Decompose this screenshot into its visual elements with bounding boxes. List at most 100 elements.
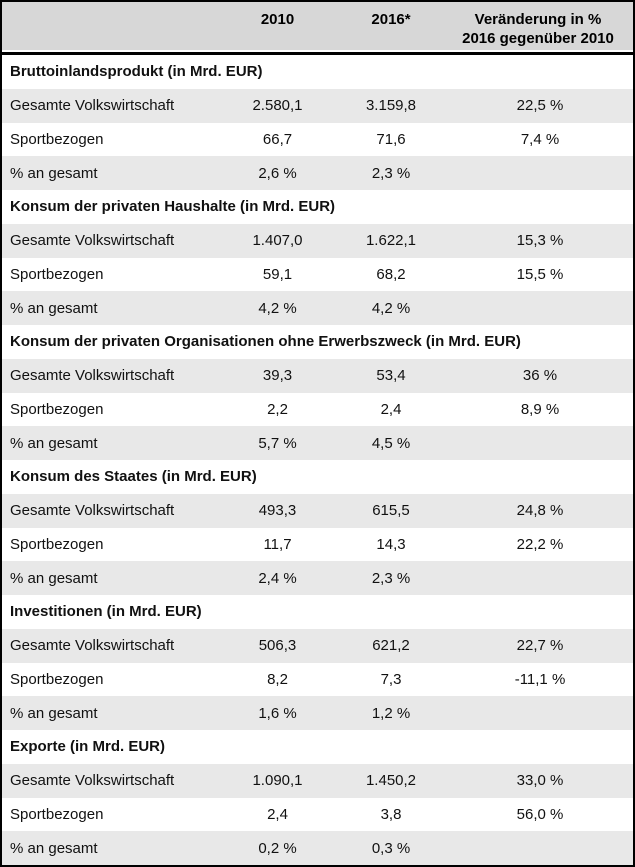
value-change: 33,0 % bbox=[516, 772, 564, 790]
section-header: Exporte (in Mrd. EUR) bbox=[2, 730, 633, 764]
table-body: Bruttoinlandsprodukt (in Mrd. EUR) Gesamt… bbox=[2, 55, 633, 865]
value-change: 56,0 % bbox=[516, 805, 564, 823]
value-2010: 59,1 bbox=[262, 265, 293, 283]
table-row: Gesamte Volkswirtschaft 2.580,1 3.159,8 22,… bbox=[2, 88, 633, 123]
row-label: Gesamte Volkswirtschaft bbox=[10, 367, 175, 385]
table-row: % an gesamt 5,7 % 4,5 % bbox=[2, 426, 633, 460]
row-label: Gesamte Volkswirtschaft bbox=[10, 772, 175, 790]
row-label: Gesamte Volkswirtschaft bbox=[10, 502, 175, 520]
value-2010: 2,6 % bbox=[258, 164, 297, 182]
value-2016: 4,5 % bbox=[371, 434, 411, 452]
row-label: Gesamte Volkswirtschaft bbox=[10, 637, 175, 655]
table-row: Sportbezogen 2,2 2,4 8,9 % bbox=[2, 392, 633, 427]
value-2010: 2,2 bbox=[267, 400, 288, 418]
table-row: Sportbezogen 11,7 14,3 22,2 % bbox=[2, 527, 633, 562]
table-row: Gesamte Volkswirtschaft 1.407,0 1.622,1 15,… bbox=[2, 223, 633, 258]
section-header: Konsum des Staates (in Mrd. EUR) bbox=[2, 460, 633, 494]
value-change: -11,1 % bbox=[514, 670, 566, 688]
table-row: Sportbezogen 8,2 7,3 -11,1 % bbox=[2, 662, 633, 697]
table-row: % an gesamt 1,6 % 1,2 % bbox=[2, 696, 633, 730]
value-2016: 53,4 bbox=[376, 367, 406, 385]
value-2016: 0,3 % bbox=[371, 839, 411, 857]
value-2010: 493,3 bbox=[258, 502, 297, 520]
value-change: 24,8 % bbox=[516, 502, 564, 520]
value-2010: 2,4 % bbox=[258, 569, 297, 587]
table-row: % an gesamt 4,2 % 4,2 % bbox=[2, 291, 633, 325]
row-label: % an gesamt bbox=[10, 434, 98, 452]
value-change: 22,5 % bbox=[516, 97, 564, 115]
section-header: Bruttoinlandsprodukt (in Mrd. EUR) bbox=[2, 55, 633, 89]
value-2010: 39,3 bbox=[262, 367, 293, 385]
table-row: % an gesamt 0,2 % 0,3 % bbox=[2, 831, 633, 865]
value-2016: 7,3 bbox=[380, 670, 402, 688]
table-row: Gesamte Volkswirtschaft 493,3 615,5 24,8 % bbox=[2, 493, 633, 528]
value-2016: 1.450,2 bbox=[365, 772, 417, 790]
value-2016: 3,8 bbox=[380, 805, 402, 823]
value-2010: 8,2 bbox=[267, 670, 288, 688]
value-2016: 3.159,8 bbox=[365, 97, 417, 115]
table-row: Sportbezogen 2,4 3,8 56,0 % bbox=[2, 797, 633, 832]
row-label: Sportbezogen bbox=[10, 265, 104, 283]
row-label: Sportbezogen bbox=[10, 670, 104, 688]
value-change: 36 % bbox=[522, 367, 558, 385]
value-2016: 2,4 bbox=[380, 400, 402, 418]
row-label: % an gesamt bbox=[10, 839, 98, 857]
row-label: % an gesamt bbox=[10, 299, 98, 317]
value-2016: 621,2 bbox=[372, 637, 410, 655]
column-header-2010: 2010 bbox=[260, 11, 295, 28]
value-2016: 4,2 % bbox=[371, 299, 411, 317]
value-2016: 615,5 bbox=[372, 502, 410, 520]
column-header-change-line1: Veränderung in % bbox=[474, 11, 602, 28]
table-header: 2010 2016* Veränderung in % 2016 gegenüb… bbox=[2, 2, 633, 50]
value-change: 15,3 % bbox=[516, 232, 564, 250]
value-2016: 1,2 % bbox=[371, 704, 411, 722]
value-change: 22,2 % bbox=[516, 535, 564, 553]
value-2010: 1,6 % bbox=[258, 704, 297, 722]
value-2016: 2,3 % bbox=[371, 569, 411, 587]
column-header-change-line2: 2016 gegenüber 2010 bbox=[462, 30, 614, 47]
table-row: Gesamte Volkswirtschaft 506,3 621,2 22,7 % bbox=[2, 628, 633, 663]
value-2010: 2,4 bbox=[267, 805, 288, 823]
row-label: Sportbezogen bbox=[10, 535, 104, 553]
table-row: Gesamte Volkswirtschaft 39,3 53,4 36 % bbox=[2, 358, 633, 393]
section-header: Investitionen (in Mrd. EUR) bbox=[2, 595, 633, 629]
value-change: 22,7 % bbox=[516, 637, 564, 655]
value-2010: 1.090,1 bbox=[252, 772, 303, 790]
value-2010: 5,7 % bbox=[258, 434, 297, 452]
value-2010: 1.407,0 bbox=[252, 232, 303, 250]
column-header-empty bbox=[2, 10, 220, 50]
value-2010: 11,7 bbox=[263, 535, 292, 553]
value-2016: 14,3 bbox=[376, 535, 406, 553]
column-header-change: Veränderung in % 2016 gegenüber 2010 bbox=[447, 10, 633, 50]
value-change: 7,4 % bbox=[520, 130, 560, 148]
value-2016: 1.622,1 bbox=[365, 232, 417, 250]
row-label: Gesamte Volkswirtschaft bbox=[10, 97, 175, 115]
value-2010: 0,2 % bbox=[258, 839, 297, 857]
value-2010: 506,3 bbox=[258, 637, 297, 655]
row-label: Sportbezogen bbox=[10, 805, 104, 823]
row-label: Gesamte Volkswirtschaft bbox=[10, 232, 175, 250]
value-2016: 68,2 bbox=[376, 265, 406, 283]
row-label: % an gesamt bbox=[10, 164, 98, 182]
column-header-2016: 2016* bbox=[371, 11, 411, 28]
table-row: % an gesamt 2,6 % 2,3 % bbox=[2, 156, 633, 190]
value-2010: 66,7 bbox=[262, 130, 293, 148]
table-row: Gesamte Volkswirtschaft 1.090,1 1.450,2 33,… bbox=[2, 763, 633, 798]
row-label: % an gesamt bbox=[10, 569, 98, 587]
section-header: Konsum der privaten Organisationen ohne … bbox=[2, 325, 633, 359]
value-change: 15,5 % bbox=[516, 265, 564, 283]
header-gap bbox=[2, 50, 633, 52]
section-header: Konsum der privaten Haushalte (in Mrd. E… bbox=[2, 190, 633, 224]
value-change: 8,9 % bbox=[520, 400, 560, 418]
table-row: Sportbezogen 59,1 68,2 15,5 % bbox=[2, 257, 633, 292]
value-2010: 4,2 % bbox=[258, 299, 297, 317]
value-2010: 2.580,1 bbox=[252, 97, 303, 115]
header-rule bbox=[2, 52, 633, 55]
row-label: % an gesamt bbox=[10, 704, 98, 722]
value-2016: 2,3 % bbox=[371, 164, 411, 182]
value-2016: 71,6 bbox=[376, 130, 406, 148]
row-label: Sportbezogen bbox=[10, 400, 104, 418]
table-row: Sportbezogen 66,7 71,6 7,4 % bbox=[2, 122, 633, 157]
row-label: Sportbezogen bbox=[10, 130, 104, 148]
